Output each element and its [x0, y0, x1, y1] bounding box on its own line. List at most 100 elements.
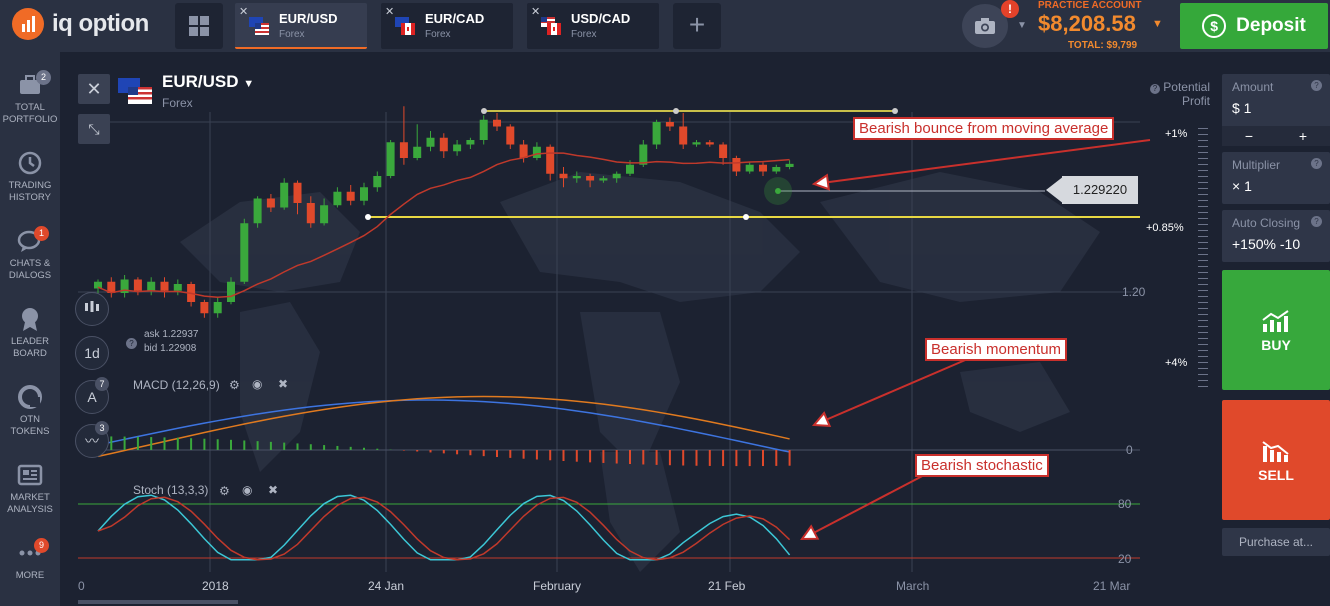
close-icon[interactable]: ✖ — [278, 377, 289, 391]
x-axis-label: 24 Jan — [368, 579, 405, 593]
chart-type-button[interactable] — [75, 292, 109, 326]
token-icon — [18, 385, 42, 409]
candle-body — [94, 281, 102, 289]
candle-body — [586, 176, 595, 181]
chevron-down-icon: ▼ — [243, 78, 255, 90]
balance[interactable]: $8,208.58 — [1038, 11, 1136, 36]
sidebar-item-leaderboard[interactable]: LEADER BOARD — [0, 306, 60, 360]
current-price-dot — [775, 188, 781, 194]
help-icon[interactable]: ? — [1311, 216, 1322, 227]
world-map-background — [180, 172, 1100, 572]
help-icon[interactable]: ? — [126, 338, 137, 349]
candle-body — [240, 223, 249, 282]
candlesticks — [94, 106, 794, 318]
candle-body — [200, 302, 209, 314]
candle-body — [626, 164, 634, 174]
sidebar-label: LEADER — [10, 336, 49, 347]
amount-stepper: − + — [1222, 126, 1330, 146]
chevron-down-icon[interactable]: ▼ — [1017, 20, 1027, 31]
annotation-lines — [365, 108, 1140, 220]
eye-icon[interactable]: ◉ — [252, 377, 263, 391]
profit-pct-label: +1% — [1165, 128, 1188, 140]
minus-button[interactable]: − — [1244, 128, 1254, 144]
close-chart-button[interactable]: ✕ — [78, 74, 110, 104]
medal-icon — [22, 308, 38, 331]
callout-arrow-head — [811, 173, 830, 191]
help-icon[interactable]: ? — [1149, 84, 1160, 94]
candle-body — [439, 137, 448, 152]
amount-box[interactable]: Amount ? $ 1 − + — [1222, 74, 1330, 146]
sidebar-label: BOARD — [13, 348, 47, 359]
time-scrollbar[interactable] — [78, 600, 238, 604]
candle-body — [120, 279, 129, 293]
tab-usdcad[interactable]: ✕ USD/CAD Forex — [527, 3, 659, 49]
camera-button[interactable] — [962, 4, 1008, 48]
price-chart[interactable] — [60, 52, 1210, 606]
candle-body — [293, 182, 302, 203]
candle-body — [426, 137, 435, 147]
eu-us-flag-icon — [118, 78, 152, 104]
sell-button[interactable]: SELL — [1222, 400, 1330, 520]
callout-arrow-head — [811, 411, 832, 427]
tab-pair: USD/CAD — [571, 11, 631, 26]
help-icon[interactable]: ? — [1311, 80, 1322, 91]
buy-button[interactable]: BUY — [1222, 270, 1330, 390]
grid-icon — [189, 16, 209, 36]
candle-body — [532, 146, 541, 158]
deposit-button[interactable]: $ Deposit — [1180, 3, 1328, 49]
candle-body — [639, 144, 648, 165]
price-tag-pointer — [1046, 176, 1064, 204]
close-tab-icon[interactable]: ✕ — [385, 6, 395, 18]
macd-zero-label: 0 — [1126, 443, 1133, 457]
tab-pair: EUR/USD — [279, 11, 338, 26]
chevron-down-icon[interactable]: ▼ — [1152, 18, 1163, 30]
gear-icon[interactable]: ⚙ — [229, 378, 240, 392]
chart-up-icon — [1262, 310, 1289, 332]
tab-eurusd[interactable]: ✕ EUR/USD Forex — [235, 3, 367, 49]
sidebar-item-chats[interactable]: 1 CHATS & DIALOGS — [0, 226, 60, 282]
collapse-button[interactable]: ⤡ — [78, 114, 110, 144]
stoch-level-label: 80 — [1118, 497, 1132, 511]
candle-body — [652, 122, 661, 145]
sell-label: SELL — [1258, 467, 1294, 483]
sidebar-item-more[interactable]: 9 MORE — [0, 538, 60, 582]
sidebar-item-portfolio[interactable]: 2 TOTAL PORTFOLIO — [0, 70, 60, 126]
drawing-icon: 〰 — [85, 433, 99, 449]
sidebar-item-market[interactable]: MARKET ANALYSIS — [0, 462, 60, 516]
logo[interactable]: iq option — [12, 8, 149, 40]
callout-arrow-line — [813, 139, 1151, 185]
auto-closing-box[interactable]: Auto Closing ? +150% -10 — [1222, 210, 1330, 262]
candles-icon — [85, 301, 99, 312]
tab-kind: Forex — [279, 29, 305, 40]
asset-selector[interactable]: EUR/USD ▼ — [162, 72, 254, 92]
candle-body — [559, 173, 568, 179]
account-type[interactable]: PRACTICE ACCOUNT — [1038, 0, 1142, 11]
callout-arrow-head — [800, 524, 820, 541]
amount-value[interactable]: $ 1 — [1232, 100, 1252, 116]
plus-button[interactable]: + — [1298, 128, 1308, 144]
multiplier-box[interactable]: Multiplier ? × 1 — [1222, 152, 1330, 204]
apps-grid-button[interactable] — [175, 3, 223, 49]
help-icon[interactable]: ? — [1311, 158, 1322, 169]
sidebar-item-otn[interactable]: OTN TOKENS — [0, 384, 60, 438]
drawing-tools-button[interactable]: 〰 3 — [75, 421, 109, 458]
candle-body — [759, 164, 767, 172]
purchase-at-button[interactable]: Purchase at... — [1222, 528, 1330, 556]
candle-body — [399, 142, 408, 158]
close-tab-icon[interactable]: ✕ — [239, 6, 249, 18]
profit-pct-label: +4% — [1165, 357, 1188, 369]
eye-icon[interactable]: ◉ — [242, 483, 253, 497]
close-tab-icon[interactable]: ✕ — [531, 6, 541, 18]
sidebar-item-history[interactable]: TRADING HISTORY — [0, 150, 60, 204]
callout-arrow-line — [801, 471, 931, 540]
tab-eurcad[interactable]: ✕ EUR/CAD Forex — [381, 3, 513, 49]
close-icon[interactable]: ✖ — [268, 483, 279, 497]
macd-line — [97, 399, 790, 453]
gear-icon[interactable]: ⚙ — [219, 484, 230, 498]
add-tab-button[interactable]: + — [673, 3, 721, 49]
candle-body — [360, 187, 368, 201]
timeframe-button[interactable]: 1d — [75, 336, 109, 370]
amount-label: Amount — [1232, 80, 1274, 94]
alert-badge: ! — [1001, 0, 1019, 18]
